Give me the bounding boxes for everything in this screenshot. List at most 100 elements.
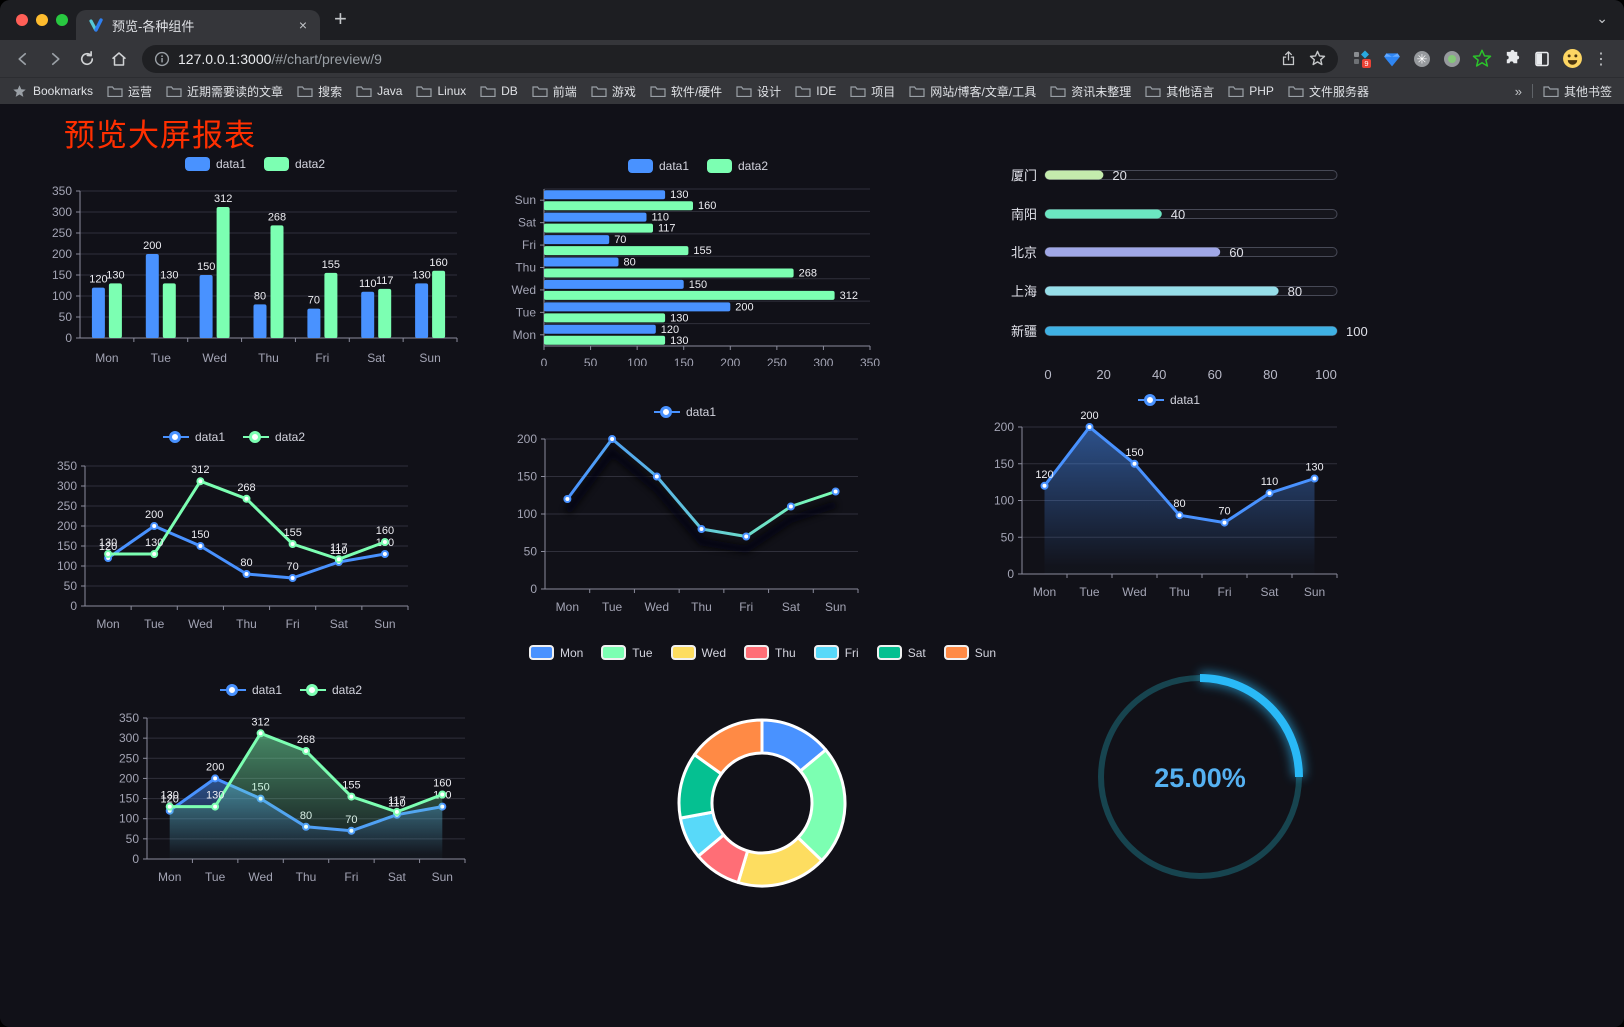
bookmarks-star-icon[interactable] bbox=[12, 84, 27, 99]
svg-text:0: 0 bbox=[65, 331, 72, 345]
bookmark-item[interactable]: 设计 bbox=[736, 83, 781, 100]
bookmark-item[interactable]: 文件服务器 bbox=[1288, 83, 1369, 100]
forward-button[interactable] bbox=[40, 44, 70, 74]
svg-text:0: 0 bbox=[70, 599, 77, 613]
svg-text:Sun: Sun bbox=[515, 193, 536, 207]
chart-donut: Mon Tue Wed Thu Fri Sat Sun bbox=[528, 641, 996, 893]
legend-item[interactable]: Fri bbox=[813, 645, 859, 660]
svg-text:150: 150 bbox=[52, 268, 72, 282]
bookmark-star-icon[interactable] bbox=[1309, 50, 1326, 67]
extensions-puzzle-icon[interactable] bbox=[1500, 47, 1524, 71]
svg-text:0: 0 bbox=[1007, 567, 1014, 581]
svg-text:70: 70 bbox=[287, 561, 299, 573]
svg-text:Thu: Thu bbox=[1169, 585, 1190, 599]
svg-text:70: 70 bbox=[308, 295, 320, 307]
svg-text:160: 160 bbox=[698, 200, 716, 212]
legend-item[interactable]: Thu bbox=[744, 645, 796, 660]
maximize-window-button[interactable] bbox=[56, 14, 68, 26]
tab-close-icon[interactable]: × bbox=[298, 17, 308, 33]
green-dot-circle-extension-icon[interactable] bbox=[1440, 47, 1464, 71]
green-star-extension-icon[interactable] bbox=[1470, 47, 1494, 71]
reading-mode-icon[interactable] bbox=[1530, 47, 1554, 71]
chart-legend: Mon Tue Wed Thu Fri Sat Sun bbox=[528, 645, 996, 660]
svg-text:155: 155 bbox=[693, 245, 711, 257]
folder-icon bbox=[1050, 86, 1066, 97]
bookmark-item[interactable]: 网站/博客/文章/工具 bbox=[909, 83, 1036, 100]
close-window-button[interactable] bbox=[16, 14, 28, 26]
back-button[interactable] bbox=[8, 44, 38, 74]
svg-text:130: 130 bbox=[670, 189, 688, 201]
address-bar[interactable]: 127.0.0.1:3000/#/chart/preview/9 bbox=[142, 44, 1338, 73]
bookmark-item[interactable]: 搜索 bbox=[297, 83, 342, 100]
home-button[interactable] bbox=[104, 44, 134, 74]
legend-item[interactable]: data1 bbox=[184, 157, 246, 171]
svg-text:130: 130 bbox=[160, 269, 178, 281]
bookmark-item[interactable]: PHP bbox=[1228, 84, 1274, 98]
svg-text:20: 20 bbox=[1112, 168, 1126, 183]
tab-search-chevron-icon[interactable]: ⌄ bbox=[1596, 10, 1608, 26]
bookmark-item[interactable]: 资讯未整理 bbox=[1050, 83, 1131, 100]
svg-text:100: 100 bbox=[119, 812, 139, 826]
chart-canvas: 25.00% bbox=[1098, 671, 1306, 879]
svg-text:50: 50 bbox=[64, 579, 78, 593]
bookmark-item[interactable]: 近期需要读的文章 bbox=[166, 83, 283, 100]
chart-legend: data1 data2 bbox=[105, 683, 477, 697]
bookmark-item[interactable]: 软件/硬件 bbox=[650, 83, 722, 100]
svg-text:200: 200 bbox=[143, 240, 161, 252]
svg-text:Wed: Wed bbox=[512, 283, 536, 297]
legend-item[interactable]: data2 bbox=[707, 159, 768, 173]
browser-menu-icon[interactable]: ⋮ bbox=[1593, 50, 1609, 68]
bookmark-item[interactable]: 游戏 bbox=[591, 83, 636, 100]
legend-item[interactable]: data1 bbox=[1137, 393, 1200, 407]
gem-extension-icon[interactable] bbox=[1380, 47, 1404, 71]
folder-icon bbox=[736, 86, 752, 97]
svg-text:Sat: Sat bbox=[330, 617, 349, 631]
svg-text:312: 312 bbox=[191, 464, 209, 476]
minimize-window-button[interactable] bbox=[36, 14, 48, 26]
bookmark-item[interactable]: Java bbox=[356, 84, 402, 98]
legend-item[interactable]: Tue bbox=[601, 645, 653, 660]
svg-text:Sat: Sat bbox=[782, 600, 801, 611]
legend-item[interactable]: data1 bbox=[627, 159, 689, 173]
svg-text:160: 160 bbox=[433, 778, 451, 790]
svg-text:新疆: 新疆 bbox=[1011, 324, 1037, 339]
bookmark-item[interactable]: 运营 bbox=[107, 83, 152, 100]
bookmark-item[interactable]: IDE bbox=[795, 84, 836, 98]
svg-text:268: 268 bbox=[237, 482, 255, 494]
bookmarks-overflow-chevron[interactable]: » bbox=[1514, 83, 1522, 99]
reload-button[interactable] bbox=[72, 44, 102, 74]
emoji-extension-icon[interactable] bbox=[1560, 47, 1584, 71]
bookmark-item[interactable]: DB bbox=[480, 84, 518, 98]
browser-tab[interactable]: 预览-各种组件 × bbox=[76, 10, 320, 40]
legend-item[interactable]: data2 bbox=[264, 157, 325, 171]
legend-item[interactable]: Sat bbox=[876, 645, 926, 660]
new-tab-button[interactable]: + bbox=[334, 6, 347, 31]
svg-text:Thu: Thu bbox=[296, 870, 317, 884]
legend-item[interactable]: Mon bbox=[528, 645, 583, 660]
bookmark-item[interactable]: 项目 bbox=[850, 83, 895, 100]
site-info-icon[interactable] bbox=[154, 51, 170, 67]
svg-text:Sun: Sun bbox=[419, 351, 440, 364]
bookmark-item[interactable]: 其他语言 bbox=[1145, 83, 1214, 100]
svg-text:70: 70 bbox=[614, 234, 626, 246]
legend-item[interactable]: Wed bbox=[670, 645, 726, 660]
legend-item[interactable]: data2 bbox=[300, 683, 362, 697]
bookmark-item[interactable]: Linux bbox=[416, 84, 466, 98]
tab-strip: 预览-各种组件 × + ⌄ bbox=[0, 0, 1624, 40]
legend-item[interactable]: data2 bbox=[243, 430, 305, 444]
bookmark-item[interactable]: 前端 bbox=[532, 83, 577, 100]
bookmarks-label[interactable]: Bookmarks bbox=[33, 84, 94, 98]
svg-text:80: 80 bbox=[624, 257, 636, 269]
svg-text:200: 200 bbox=[735, 301, 753, 313]
legend-item[interactable]: Sun bbox=[943, 645, 996, 660]
asterisk-circle-extension-icon[interactable]: ✳ bbox=[1410, 47, 1434, 71]
legend-item[interactable]: data1 bbox=[162, 430, 225, 444]
legend-item[interactable]: data1 bbox=[653, 405, 716, 419]
svg-text:Sun: Sun bbox=[825, 600, 846, 611]
share-icon[interactable] bbox=[1280, 50, 1297, 67]
chart-gauge: 25.00% bbox=[1068, 649, 1332, 909]
pinned-extension-grid-icon[interactable]: 9 bbox=[1350, 47, 1374, 71]
folder-icon bbox=[297, 86, 313, 97]
legend-item[interactable]: data1 bbox=[219, 683, 282, 697]
other-bookmarks[interactable]: 其他书签 bbox=[1543, 83, 1612, 100]
